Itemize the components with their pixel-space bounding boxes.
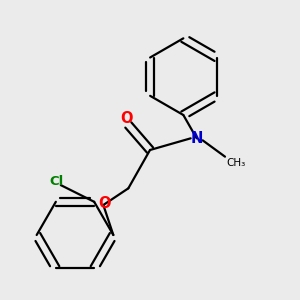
Text: N: N: [190, 131, 203, 146]
Text: CH₃: CH₃: [227, 158, 246, 168]
Text: O: O: [120, 112, 133, 127]
Text: Cl: Cl: [50, 175, 64, 188]
Text: O: O: [98, 196, 111, 211]
